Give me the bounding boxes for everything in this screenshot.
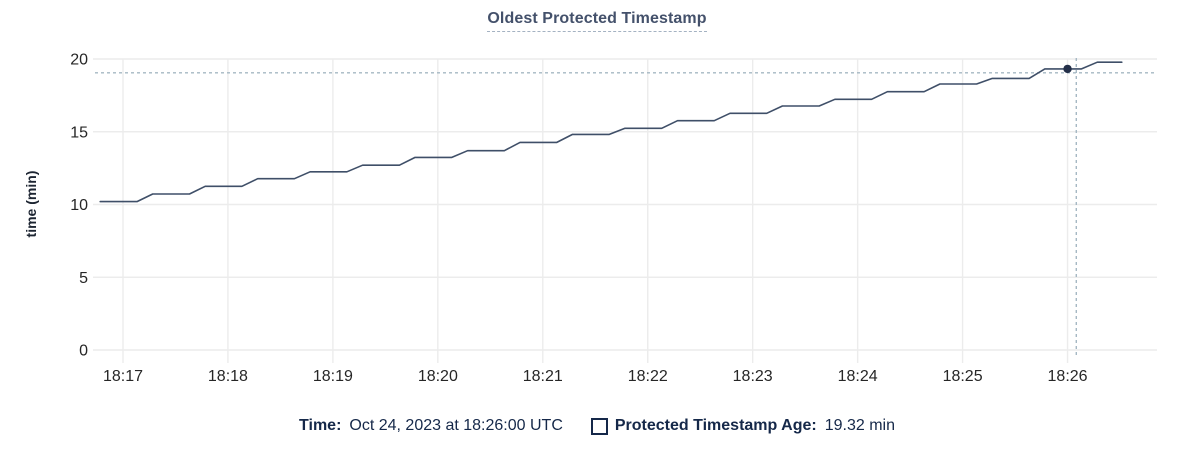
- x-tick-label: 18:26: [1048, 368, 1088, 385]
- y-tick-label: 20: [70, 52, 88, 69]
- x-tick-label: 18:22: [628, 368, 668, 385]
- x-tick-label: 18:20: [418, 368, 458, 385]
- chart-legend: Time: Oct 24, 2023 at 18:26:00 UTC Prote…: [0, 417, 1194, 435]
- x-tick-label: 18:21: [523, 368, 563, 385]
- chart-title[interactable]: Oldest Protected Timestamp: [487, 10, 707, 32]
- legend-time-value: Oct 24, 2023 at 18:26:00 UTC: [349, 417, 563, 434]
- legend-series-value: 19.32 min: [824, 417, 895, 434]
- y-tick-label: 0: [79, 343, 88, 360]
- x-tick-label: 18:17: [103, 368, 143, 385]
- chart-header: Oldest Protected Timestamp: [0, 10, 1194, 32]
- timeseries-chart[interactable]: 0 5 10 15 20 18:17 18:18 18:19 18:20 18:21 18:22 18…: [0, 0, 1194, 400]
- y-tick-label: 15: [70, 124, 88, 141]
- y-axis-title: time (min): [23, 170, 39, 238]
- legend-series-item[interactable]: Protected Timestamp Age: 19.32 min: [590, 417, 895, 435]
- y-tick-label: 10: [70, 197, 88, 214]
- y-tick-label: 5: [79, 270, 88, 287]
- x-tick-label: 18:19: [313, 368, 353, 385]
- x-tick-label: 18:24: [838, 368, 878, 385]
- series-line: [99, 61, 1123, 203]
- highlight-dot: [1063, 64, 1072, 74]
- series-checkbox-icon[interactable]: [590, 417, 608, 435]
- x-tick-label: 18:18: [208, 368, 248, 385]
- x-tick-label: 18:23: [733, 368, 773, 385]
- legend-time-label: Time:: [299, 417, 342, 434]
- legend-series-label[interactable]: Protected Timestamp Age:: [614, 417, 817, 434]
- x-tick-label: 18:25: [943, 368, 983, 385]
